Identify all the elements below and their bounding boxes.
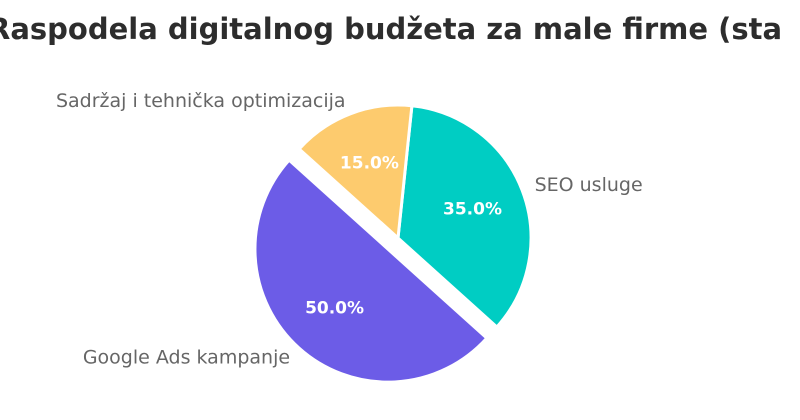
- pie-slice-sadrzaj-i-tehnicka-optimizacija: [297, 103, 414, 240]
- pie-percent-label-seo-usluge: 35.0%: [443, 199, 502, 219]
- pie-slice-google-ads-kampanje: [253, 158, 489, 384]
- pie-category-label-seo-usluge: SEO usluge: [535, 174, 643, 196]
- chart-title: Raspodela digitalnog budžeta za male fir…: [0, 12, 783, 46]
- pie-category-label-google-ads-kampanje: Google Ads kampanje: [83, 346, 290, 368]
- pie-percent-label-google-ads-kampanje: 50.0%: [305, 298, 364, 318]
- pie-percent-label-sadrzaj-i-tehnicka-optimizacija: 15.0%: [340, 154, 399, 174]
- pie-slice-seo-usluge: [396, 104, 533, 329]
- pie-category-label-sadrzaj-i-tehnicka-optimizacija: Sadržaj i tehnička optimizacija: [56, 90, 346, 112]
